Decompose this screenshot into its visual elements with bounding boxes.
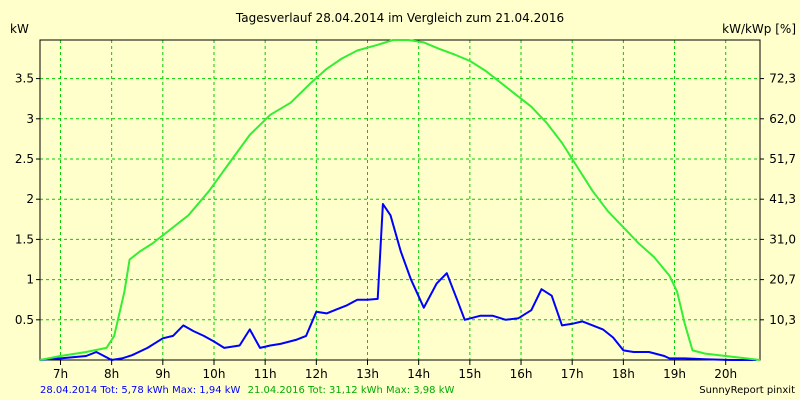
x-tick-label: 15h	[458, 367, 481, 381]
y-tick-label-left: 1.5	[15, 232, 34, 246]
series-layer	[39, 39, 761, 361]
right-axis-ticks: 10,3 20,7 31,0 41,3 51,7 62,0 72,3	[760, 72, 796, 327]
gridlines	[40, 40, 760, 360]
footer-green-summary: 21.04.2016 Tot: 31,12 kWh Max: 3,98 kW	[248, 385, 455, 396]
y-tick-label-right: 51,7	[769, 152, 796, 166]
x-tick-label: 18h	[612, 367, 635, 381]
right-axis-unit: kW/kWp [%]	[722, 22, 796, 36]
y-tick-label-left: 2.5	[15, 152, 34, 166]
x-tick-label: 13h	[356, 367, 379, 381]
left-axis-unit: kW	[10, 22, 29, 36]
x-tick-label: 12h	[305, 367, 328, 381]
y-tick-label-right: 62,0	[769, 112, 796, 126]
series-line-blue	[39, 203, 757, 361]
y-tick-label-right: 72,3	[769, 72, 796, 86]
plot-frame	[39, 39, 761, 361]
y-tick-label-right: 31,0	[769, 232, 796, 246]
x-tick-label: 19h	[663, 367, 686, 381]
x-tick-label: 17h	[561, 367, 584, 381]
y-tick-label-left: 3.5	[15, 72, 34, 86]
x-tick-label: 9h	[155, 367, 170, 381]
y-tick-label-right: 41,3	[769, 192, 796, 206]
y-tick-label-left: 2	[26, 192, 34, 206]
y-tick-label-left: 3	[26, 112, 34, 126]
left-axis-ticks: 0.5 1 1.5 2 2.5 3 3.5	[15, 72, 40, 327]
x-tick-label: 14h	[407, 367, 430, 381]
series-line-green	[39, 39, 761, 361]
x-tick-label: 7h	[53, 367, 68, 381]
y-tick-label-right: 10,3	[769, 313, 796, 327]
x-axis-ticks: 7h 8h 9h 10h 11h 12h 13h 14h 15h 16h 17h 18h 19h 20h	[53, 360, 737, 381]
footer-blue-summary: 28.04.2014 Tot: 5,78 kWh Max: 1,94 kW	[40, 385, 241, 396]
x-tick-label: 20h	[714, 367, 737, 381]
x-tick-label: 16h	[510, 367, 533, 381]
footer-legend: 28.04.2014 Tot: 5,78 kWh Max: 1,94 kW 21…	[40, 385, 454, 396]
y-tick-label-left: 0.5	[15, 313, 34, 327]
y-tick-label-right: 20,7	[769, 273, 796, 287]
x-tick-label: 10h	[203, 367, 226, 381]
y-tick-label-left: 1	[26, 273, 34, 287]
x-tick-label: 8h	[104, 367, 119, 381]
chart-title: Tagesverlauf 28.04.2014 im Vergleich zum…	[235, 11, 564, 25]
footer-credit: SunnyReport pinxit	[699, 385, 795, 396]
x-tick-label: 11h	[254, 367, 277, 381]
